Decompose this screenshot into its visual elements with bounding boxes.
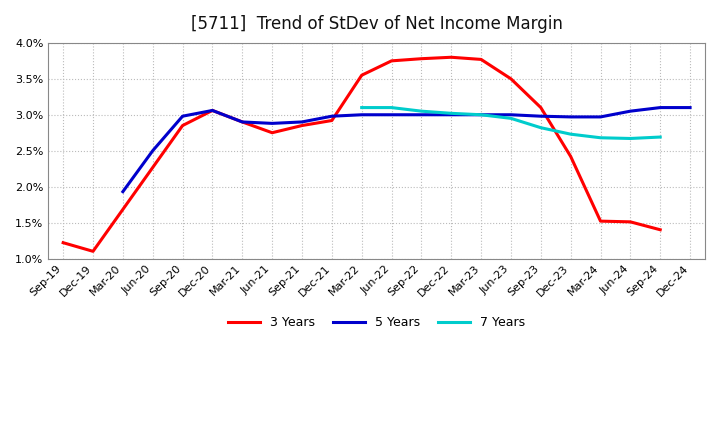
7 Years	[417, 109, 426, 114]
5 Years	[297, 119, 306, 125]
7 Years	[477, 112, 485, 117]
7 Years	[626, 136, 635, 141]
5 Years	[477, 112, 485, 117]
Legend: 3 Years, 5 Years, 7 Years: 3 Years, 5 Years, 7 Years	[223, 311, 530, 334]
5 Years	[148, 148, 157, 153]
3 Years	[656, 227, 665, 232]
3 Years	[179, 123, 187, 128]
5 Years	[536, 114, 545, 119]
3 Years	[536, 105, 545, 110]
3 Years	[447, 55, 456, 60]
3 Years	[596, 219, 605, 224]
3 Years	[567, 154, 575, 159]
7 Years	[536, 125, 545, 130]
5 Years	[567, 114, 575, 120]
3 Years	[268, 130, 276, 136]
5 Years	[685, 105, 694, 110]
7 Years	[357, 105, 366, 110]
7 Years	[447, 111, 456, 116]
5 Years	[417, 112, 426, 117]
5 Years	[357, 112, 366, 117]
3 Years	[507, 76, 516, 81]
Title: [5711]  Trend of StDev of Net Income Margin: [5711] Trend of StDev of Net Income Marg…	[191, 15, 562, 33]
3 Years	[297, 123, 306, 128]
3 Years	[238, 119, 246, 125]
5 Years	[447, 112, 456, 117]
3 Years	[59, 240, 68, 246]
3 Years	[387, 58, 396, 63]
5 Years	[328, 114, 336, 119]
7 Years	[507, 116, 516, 121]
3 Years	[357, 73, 366, 78]
5 Years	[387, 112, 396, 117]
3 Years	[417, 56, 426, 61]
5 Years	[596, 114, 605, 120]
5 Years	[179, 114, 187, 119]
7 Years	[596, 135, 605, 140]
Line: 7 Years: 7 Years	[361, 107, 660, 139]
5 Years	[208, 108, 217, 113]
3 Years	[626, 219, 635, 224]
5 Years	[268, 121, 276, 126]
5 Years	[626, 109, 635, 114]
Line: 5 Years: 5 Years	[123, 107, 690, 192]
3 Years	[477, 57, 485, 62]
5 Years	[656, 105, 665, 110]
5 Years	[119, 189, 127, 194]
Line: 3 Years: 3 Years	[63, 57, 660, 251]
5 Years	[238, 119, 246, 125]
3 Years	[328, 118, 336, 123]
5 Years	[507, 112, 516, 117]
7 Years	[567, 132, 575, 137]
3 Years	[89, 249, 97, 254]
3 Years	[208, 108, 217, 113]
7 Years	[656, 134, 665, 139]
7 Years	[387, 105, 396, 110]
